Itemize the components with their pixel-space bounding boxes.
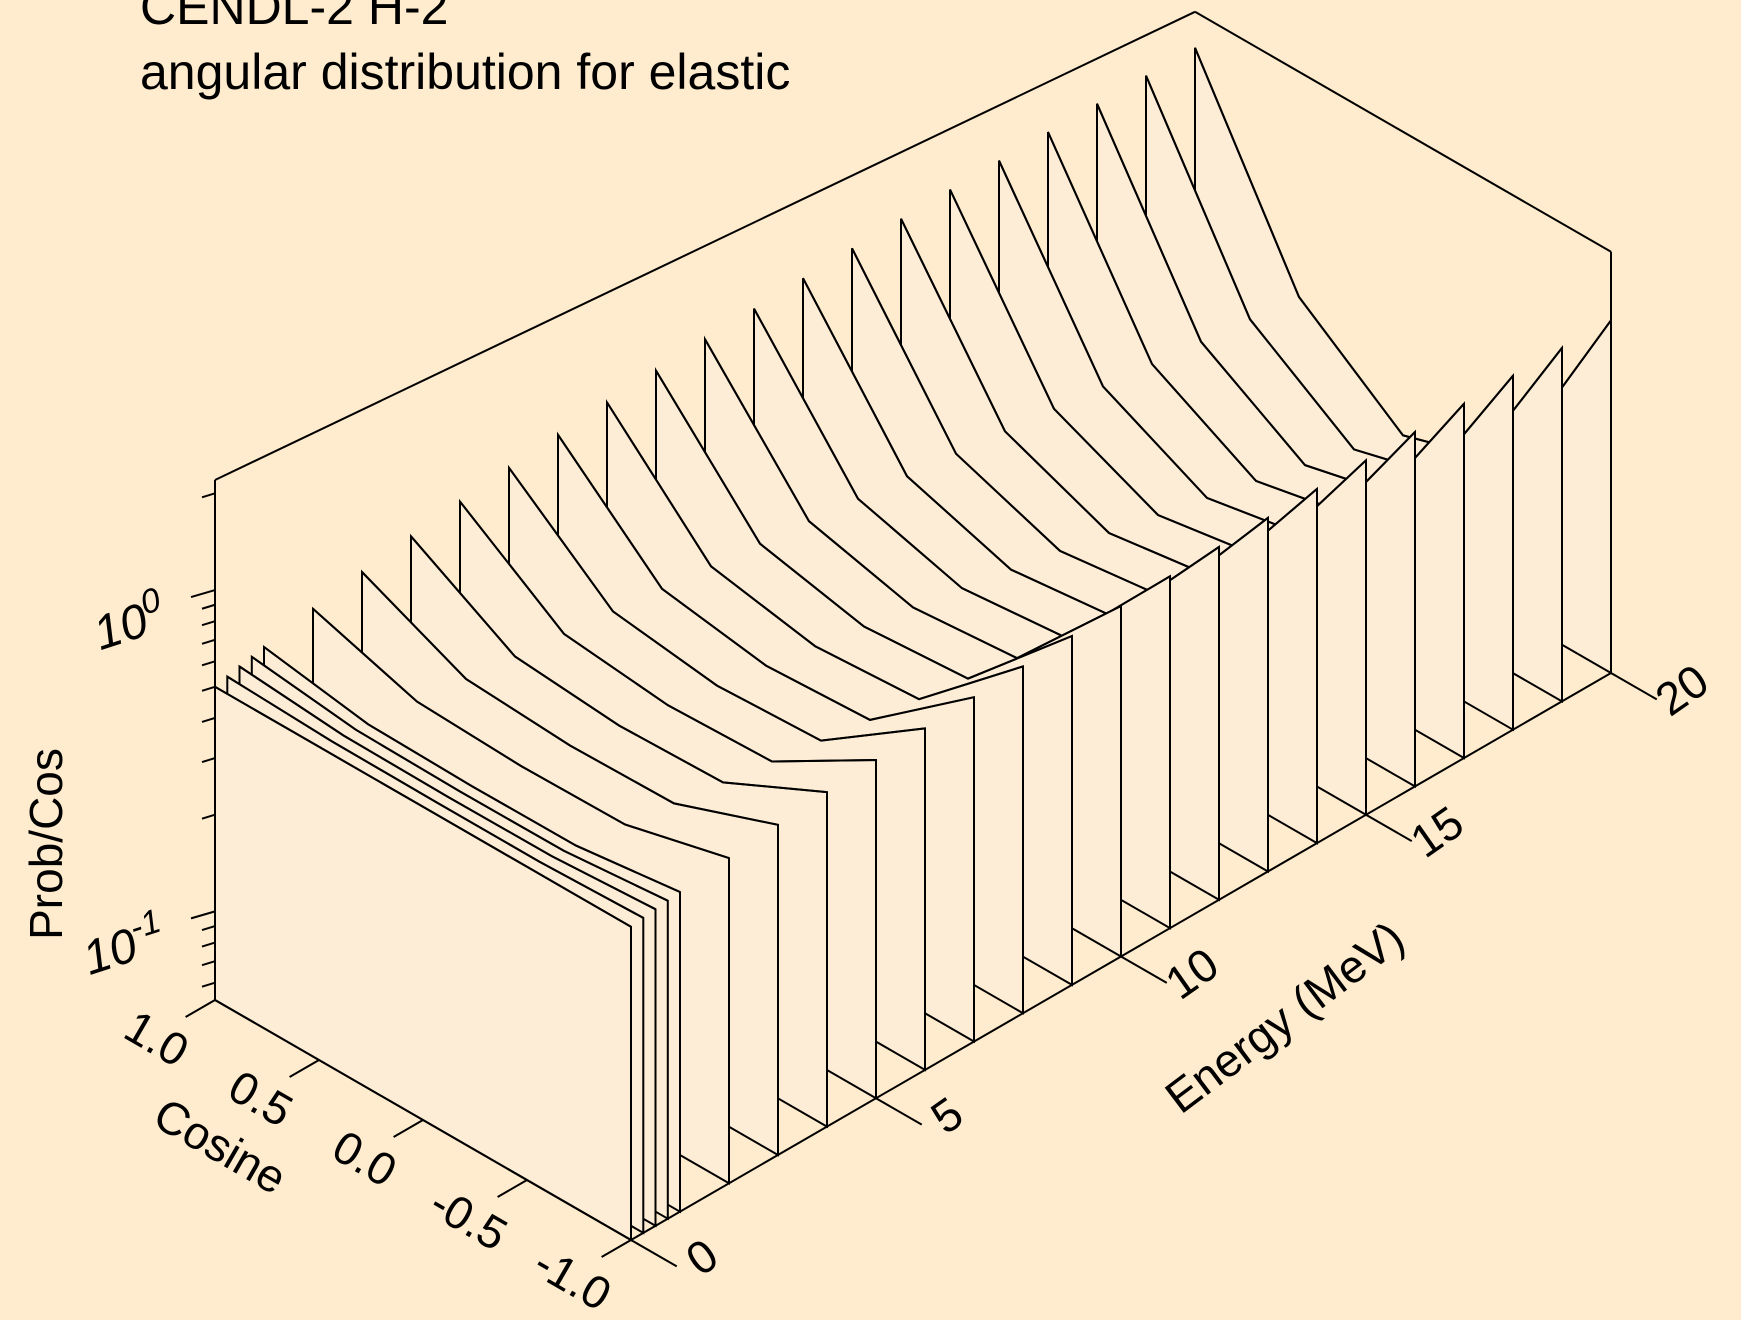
slice-curve: [410, 535, 828, 794]
z-tick: [190, 910, 216, 920]
z-minor-tick: [201, 716, 216, 723]
y-tick: [1365, 813, 1413, 843]
x-tick: [497, 1179, 528, 1198]
frame-edge: [214, 10, 1196, 481]
z-minor-tick: [201, 757, 216, 764]
slice-curve: [251, 655, 669, 902]
z-tick: [190, 589, 216, 598]
slice-curve: [226, 675, 644, 919]
z-minor-tick: [201, 620, 216, 627]
slice-curve: [263, 646, 681, 893]
x-tick: [393, 1119, 424, 1138]
z-axis-label: Prob/Cos: [20, 748, 72, 940]
chart-title: CENDL-2 H-2: [140, 0, 448, 35]
z-minor-tick: [201, 925, 216, 932]
slice-curve: [238, 665, 656, 911]
z-minor-tick: [201, 813, 216, 820]
slice-curve: [361, 571, 779, 826]
frame-edge: [1194, 10, 1612, 253]
slice-curve: [312, 608, 730, 860]
y-tick: [630, 1239, 678, 1268]
y-tick: [875, 1097, 923, 1126]
slice-curve: [214, 685, 632, 928]
z-minor-tick: [201, 685, 216, 692]
z-minor-tick: [201, 981, 216, 988]
x-tick: [289, 1059, 320, 1078]
x-tick: [185, 999, 216, 1018]
slice-curve: [606, 401, 1024, 701]
slice-curve: [655, 370, 1073, 680]
slice-curve: [704, 338, 1122, 660]
z-minor-tick: [201, 941, 216, 948]
z-minor-tick: [201, 638, 216, 645]
z-minor-tick: [201, 660, 216, 667]
slice-curve: [557, 434, 975, 721]
slice-curve: [459, 500, 877, 763]
z-minor-tick: [201, 960, 216, 967]
chart-subtitle: angular distribution for elastic: [140, 44, 790, 100]
y-tick: [1120, 955, 1168, 984]
z-minor-tick: [201, 492, 216, 499]
x-tick: [601, 1239, 632, 1258]
slice-curve: [508, 467, 926, 742]
z-minor-tick: [201, 603, 216, 610]
y-tick: [1610, 672, 1658, 701]
